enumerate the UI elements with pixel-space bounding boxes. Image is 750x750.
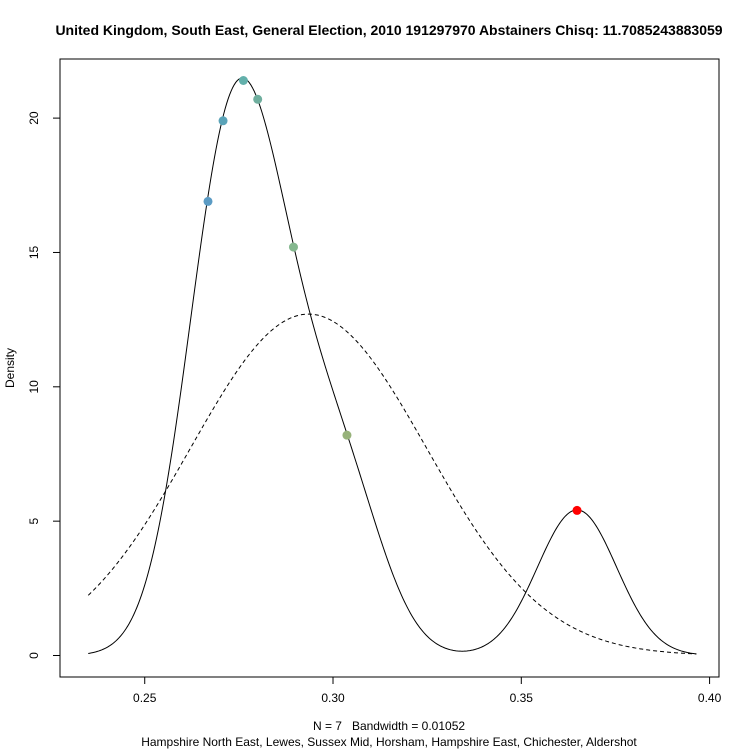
data-point (342, 430, 352, 440)
x-tick-label: 0.30 (321, 691, 345, 705)
x-tick-label: 0.35 (510, 691, 534, 705)
x-axis: 0.25 0.30 0.35 0.40 (133, 676, 722, 705)
x-tick-label: 0.25 (133, 691, 157, 705)
data-points (203, 75, 582, 515)
data-point (203, 196, 213, 206)
x-axis-label: N = 7 Bandwidth = 0.01052 (313, 719, 465, 733)
y-tick-label: 15 (27, 245, 41, 259)
y-tick-label: 10 (27, 380, 41, 394)
chart-title: United Kingdom, South East, General Elec… (55, 22, 722, 38)
data-point (572, 505, 582, 515)
data-point (218, 116, 228, 126)
constituency-sublabel: Hampshire North East, Lewes, Sussex Mid,… (141, 735, 637, 749)
y-tick-label: 20 (27, 111, 41, 125)
data-point (253, 94, 263, 104)
data-point (288, 242, 298, 252)
y-tick-label: 0 (27, 652, 41, 659)
y-axis: 0 5 10 15 20 (27, 111, 61, 659)
x-tick-label: 0.40 (698, 691, 722, 705)
kde-curve (88, 77, 697, 655)
data-point (238, 75, 248, 85)
y-tick-label: 5 (27, 518, 41, 525)
plot-box (59, 58, 720, 678)
y-axis-label: Density (3, 348, 17, 388)
normal-curve-dashed (87, 313, 697, 655)
